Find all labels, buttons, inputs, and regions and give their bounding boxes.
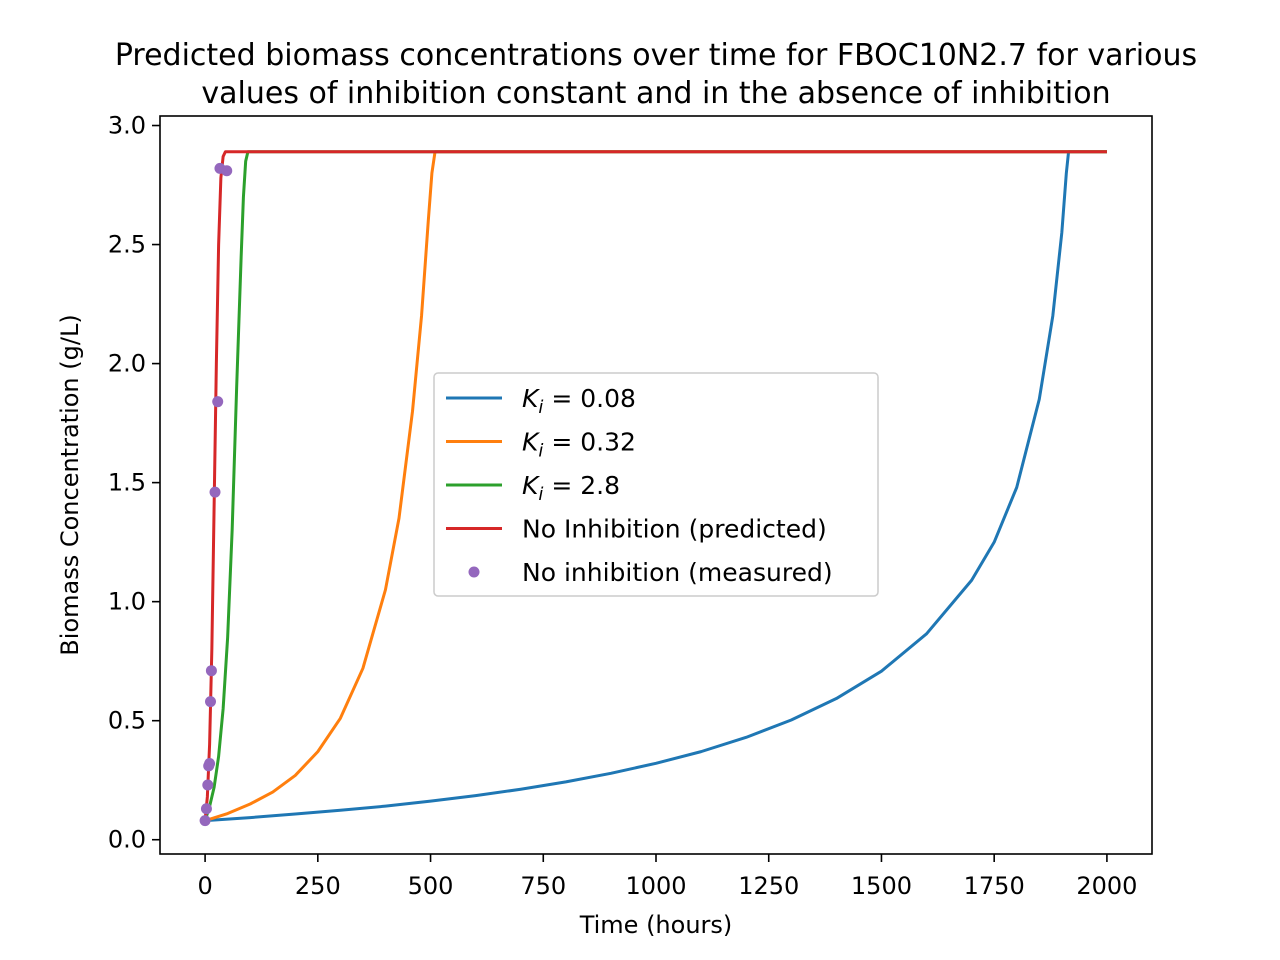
- y-tick-label: 3.0: [108, 112, 146, 140]
- y-tick-label: 0.0: [108, 826, 146, 854]
- legend-swatch-4: [468, 566, 480, 578]
- legend-label-3: No Inhibition (predicted): [522, 515, 827, 544]
- series-line-0: [204, 150, 1107, 823]
- series-line-1: [204, 150, 1107, 823]
- measured-point: [199, 815, 211, 827]
- measured-point: [221, 165, 233, 177]
- legend-box: [433, 372, 879, 597]
- legend-label-2: Ki = 2.8: [522, 471, 620, 505]
- y-tick-label: 0.5: [108, 707, 146, 735]
- legend-label-4: No inhibition (measured): [522, 558, 833, 587]
- x-axis: 0 250 500 750 1000 1250 1500 1750 2000: [197, 854, 1137, 900]
- x-tick-label: 0: [197, 872, 212, 900]
- series-line-2: [203, 150, 1107, 822]
- measured-point: [204, 758, 216, 770]
- measured-point: [212, 396, 224, 408]
- legend-label-1: Ki = 0.32: [522, 428, 636, 462]
- series-layer: [199, 150, 1107, 827]
- y-tick-label: 2.5: [108, 231, 146, 259]
- y-axis-label: Biomass Concentration (g/L): [56, 314, 84, 655]
- x-tick-label: 1250: [738, 872, 799, 900]
- x-tick-label: 1750: [964, 872, 1025, 900]
- plot-area: [199, 150, 1107, 827]
- measured-point: [205, 665, 217, 677]
- measured-point: [205, 696, 217, 708]
- series-line-3: [203, 150, 1107, 821]
- y-axis: 0.0 0.5 1.0 1.5 2.0 2.5 3.0: [108, 112, 160, 854]
- y-tick-label: 1.0: [108, 588, 146, 616]
- measured-point: [200, 803, 212, 815]
- measured-point: [202, 779, 214, 791]
- chart-title-line-1: Predicted biomass concentrations over ti…: [115, 38, 1197, 73]
- measured-point: [209, 486, 221, 498]
- legend-label-0: Ki = 0.08: [522, 384, 636, 418]
- y-tick-label: 2.0: [108, 350, 146, 378]
- x-tick-label: 1000: [625, 872, 686, 900]
- x-tick-label: 1500: [851, 872, 912, 900]
- x-axis-label: Time (hours): [579, 911, 733, 939]
- chart-title-line-2: values of inhibition constant and in the…: [201, 76, 1110, 111]
- x-tick-label: 750: [520, 872, 566, 900]
- legend: Ki = 0.08 Ki = 0.32 Ki = 2.8 No Inhibition …: [433, 372, 879, 597]
- x-tick-label: 250: [295, 872, 341, 900]
- y-tick-label: 1.5: [108, 469, 146, 497]
- x-tick-label: 2000: [1076, 872, 1137, 900]
- x-tick-label: 500: [408, 872, 454, 900]
